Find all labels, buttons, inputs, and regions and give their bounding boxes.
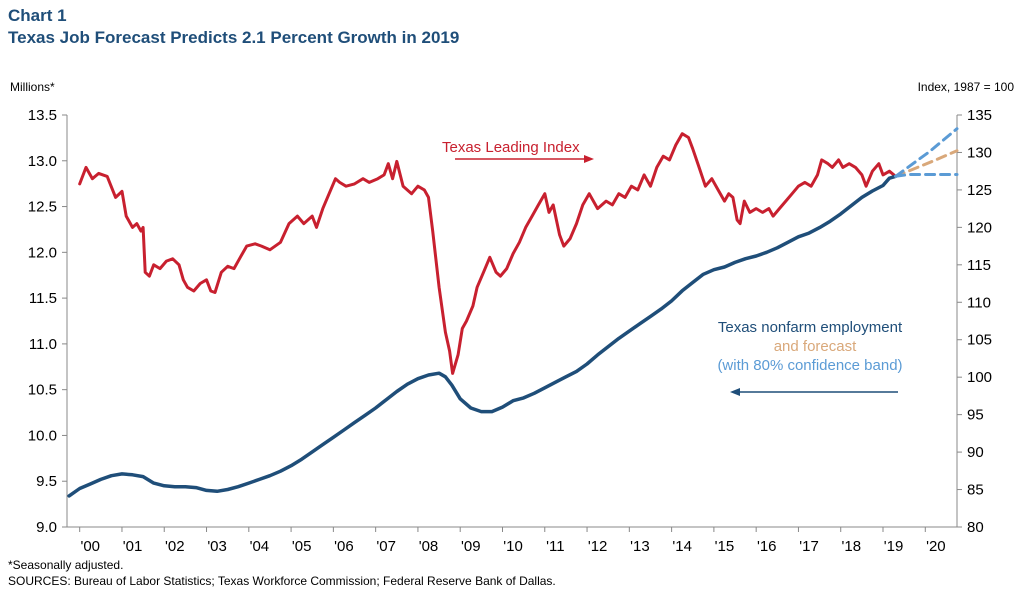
- x-tick-label: '12: [588, 538, 608, 555]
- forecast-label: and forecast: [774, 338, 857, 355]
- employment-arrowhead: [730, 388, 740, 396]
- confidence-band-lower-line: [894, 173, 959, 178]
- left-tick-label: 11.0: [29, 336, 57, 353]
- x-tick-label: '02: [165, 538, 185, 555]
- x-tick-label: '00: [80, 538, 100, 555]
- annotations-layer: Texas Leading Index Texas nonfarm employ…: [442, 139, 903, 396]
- x-tick-label: '13: [630, 538, 650, 555]
- leading-index-line: [78, 132, 898, 375]
- right-tick-label: 135: [967, 107, 992, 124]
- left-tick-label: 13.5: [28, 107, 57, 124]
- x-tick-label: '18: [842, 538, 862, 555]
- confidence-band-upper-line: [894, 127, 959, 178]
- forecast-line: [894, 149, 959, 178]
- x-tick-label: '04: [250, 538, 270, 555]
- left-tick-label: 12.0: [28, 244, 57, 261]
- axes-layer: 9.0 9.5 10.0 10.5 11.0 11.5 12.0 12.5 13.0 13.5 80…: [28, 107, 992, 555]
- x-tick-label: '14: [672, 538, 692, 555]
- left-tick-label: 12.5: [28, 199, 57, 216]
- footnote: *Seasonally adjusted.: [8, 558, 124, 572]
- right-tick-label: 95: [967, 407, 984, 424]
- left-tick-label: 9.0: [36, 519, 57, 536]
- right-tick-label: 115: [967, 257, 991, 274]
- right-tick-label: 110: [967, 294, 991, 311]
- x-tick-label: '09: [461, 538, 481, 555]
- x-tick-label: '16: [757, 538, 777, 555]
- sources-note: SOURCES: Bureau of Labor Statistics; Tex…: [8, 574, 556, 588]
- left-tick-label: 11.5: [29, 290, 57, 307]
- x-tick-label: '15: [715, 538, 735, 555]
- right-tick-label: 130: [967, 144, 992, 161]
- right-tick-label: 105: [967, 332, 992, 349]
- right-tick-label: 100: [967, 369, 992, 386]
- left-tick-label: 10.5: [28, 382, 57, 399]
- left-tick-label: 10.0: [28, 427, 57, 444]
- x-tick-label: '10: [503, 538, 523, 555]
- left-axis-unit: Millions*: [10, 80, 55, 94]
- left-tick-label: 9.5: [36, 473, 57, 490]
- right-tick-label: 125: [967, 182, 992, 199]
- left-tick-label: 13.0: [28, 153, 57, 170]
- x-tick-label: '11: [546, 538, 564, 555]
- x-tick-label: '08: [419, 538, 439, 555]
- x-tick-label: '07: [376, 538, 396, 555]
- x-tick-label: '17: [799, 538, 819, 555]
- x-tick-label: '06: [334, 538, 354, 555]
- employment-line: [67, 174, 898, 498]
- x-tick-label: '03: [207, 538, 227, 555]
- chart-number: Chart 1: [8, 6, 67, 25]
- leading-index-arrowhead: [584, 155, 594, 163]
- confidence-band-label: (with 80% confidence band): [717, 357, 902, 374]
- chart-title: Texas Job Forecast Predicts 2.1 Percent …: [8, 28, 460, 47]
- right-tick-label: 80: [967, 519, 984, 536]
- right-tick-label: 120: [967, 219, 992, 236]
- x-tick-label: '01: [123, 538, 143, 555]
- x-tick-label: '20: [926, 538, 946, 555]
- right-tick-label: 85: [967, 482, 984, 499]
- x-tick-label: '19: [884, 538, 904, 555]
- leading-index-label: Texas Leading Index: [442, 139, 580, 156]
- series-layer: [67, 127, 959, 498]
- employment-label: Texas nonfarm employment: [718, 319, 903, 336]
- right-tick-label: 90: [967, 444, 984, 461]
- x-tick-label: '05: [292, 538, 312, 555]
- right-axis-unit: Index, 1987 = 100: [917, 80, 1014, 94]
